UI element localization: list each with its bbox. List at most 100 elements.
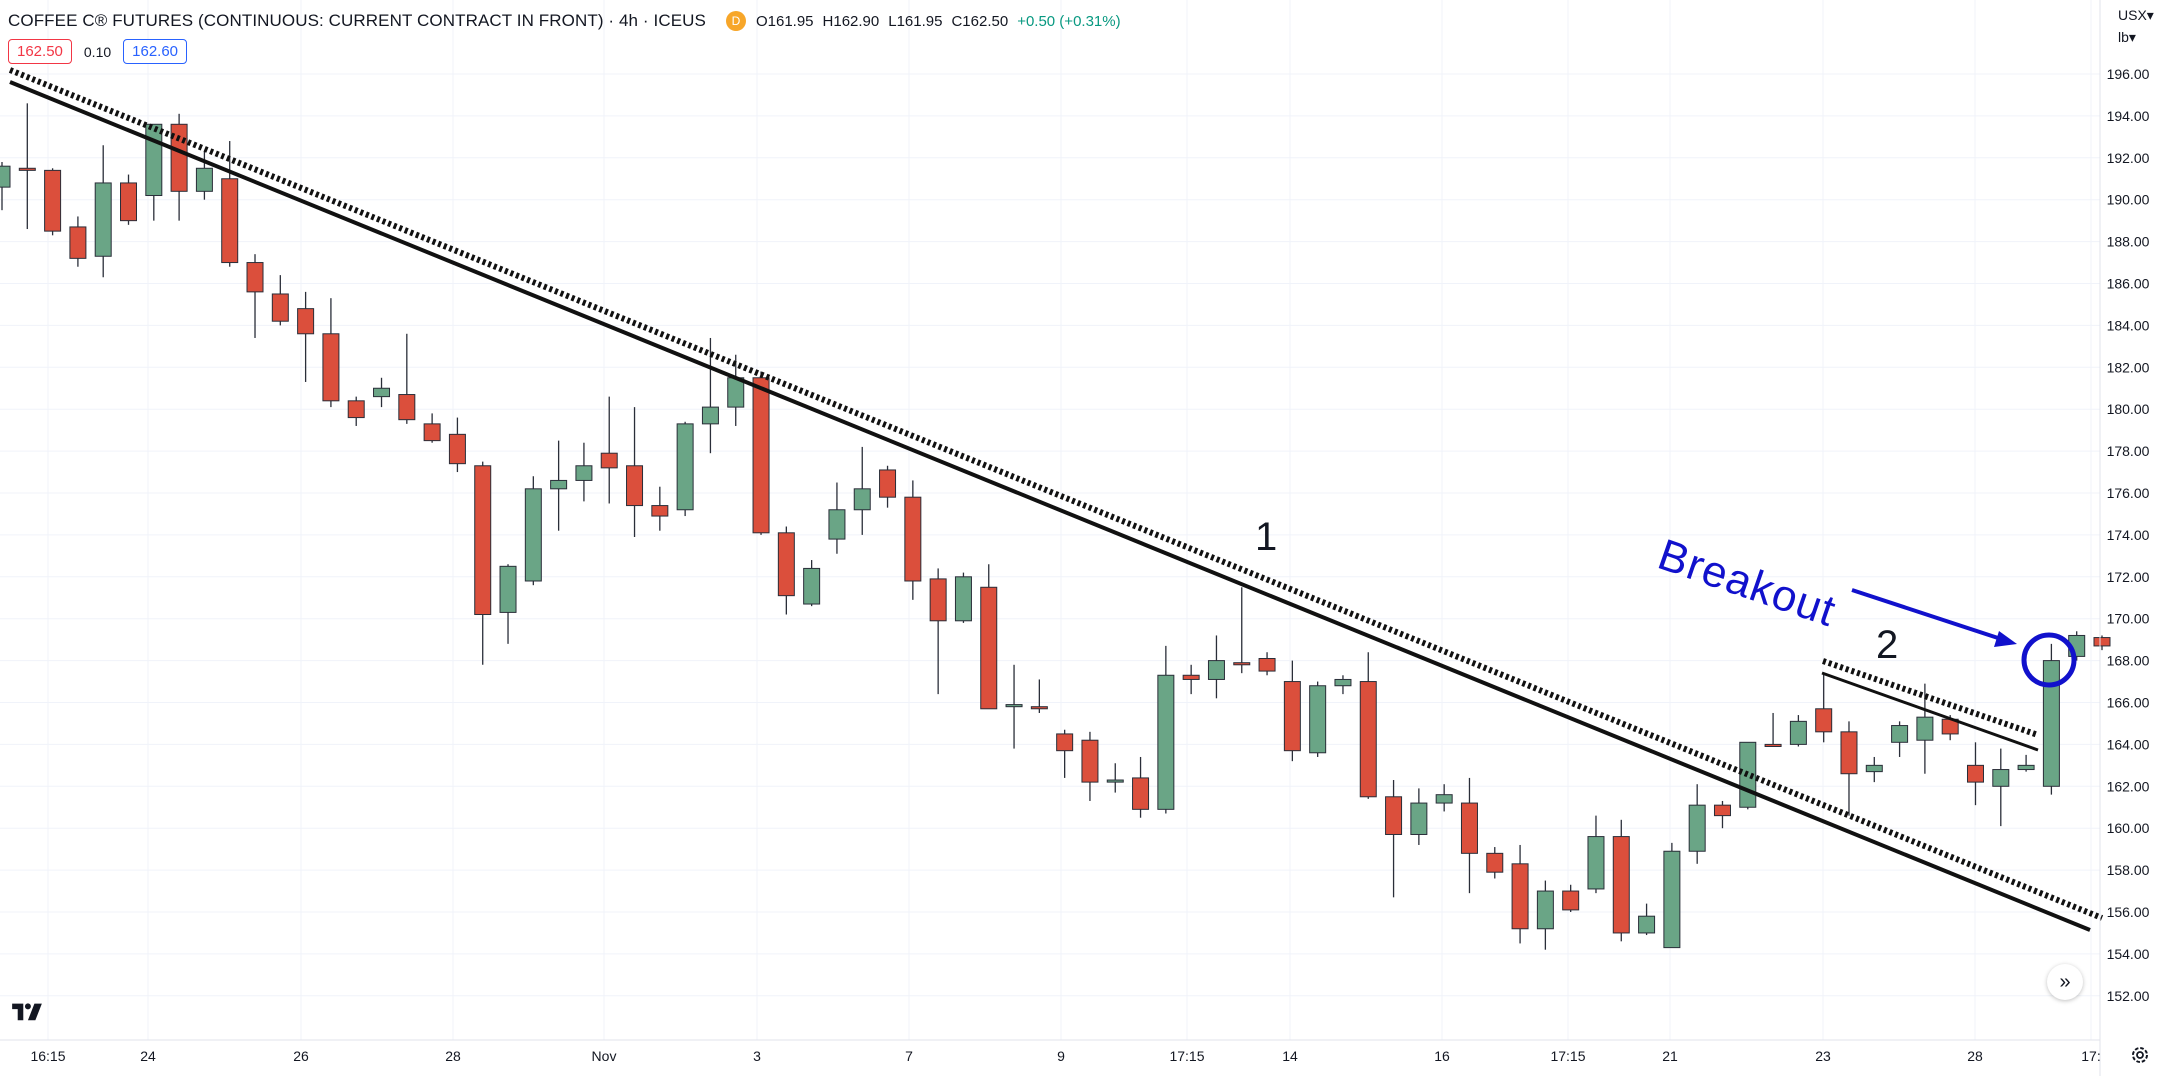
candle[interactable] bbox=[1132, 756, 1150, 818]
candle[interactable] bbox=[398, 333, 416, 424]
candle[interactable] bbox=[1992, 748, 2010, 827]
candle[interactable] bbox=[1612, 819, 1630, 942]
candle[interactable] bbox=[474, 461, 492, 665]
candle[interactable] bbox=[271, 275, 289, 326]
candle[interactable] bbox=[1789, 715, 1807, 747]
candle[interactable] bbox=[1941, 715, 1959, 741]
candle[interactable] bbox=[1435, 784, 1453, 812]
candle[interactable] bbox=[1359, 652, 1377, 799]
candle[interactable] bbox=[2093, 635, 2111, 651]
gear-icon[interactable] bbox=[2128, 1043, 2152, 1067]
candle-body bbox=[347, 400, 365, 419]
trendline-2-dotted[interactable] bbox=[1822, 658, 2039, 738]
candle[interactable] bbox=[120, 174, 138, 225]
candle[interactable] bbox=[1283, 660, 1301, 762]
candle[interactable] bbox=[701, 337, 719, 454]
candle[interactable] bbox=[626, 407, 644, 537]
candle[interactable] bbox=[499, 564, 517, 644]
candle[interactable] bbox=[1081, 731, 1099, 801]
candle[interactable] bbox=[980, 564, 998, 710]
candle[interactable] bbox=[1385, 780, 1403, 898]
candle[interactable] bbox=[1891, 721, 1909, 757]
candle[interactable] bbox=[347, 396, 365, 426]
candle[interactable] bbox=[1713, 800, 1731, 829]
candle[interactable] bbox=[1005, 664, 1023, 749]
candle-body bbox=[1207, 660, 1225, 680]
candle[interactable] bbox=[0, 161, 11, 211]
currency-select[interactable]: USX▾ bbox=[2118, 7, 2154, 23]
trendline-1-solid[interactable] bbox=[9, 80, 2091, 932]
candle[interactable] bbox=[1663, 842, 1681, 949]
candle-body bbox=[373, 387, 391, 398]
candle[interactable] bbox=[297, 291, 315, 382]
candle[interactable] bbox=[1182, 664, 1200, 695]
candle-body bbox=[1030, 706, 1048, 710]
candle[interactable] bbox=[777, 526, 795, 615]
candle[interactable] bbox=[44, 168, 62, 236]
trendline-2-solid[interactable] bbox=[1821, 671, 2039, 752]
candle[interactable] bbox=[1258, 652, 1276, 676]
buy-price-button[interactable]: 162.60 bbox=[123, 39, 188, 64]
candle[interactable] bbox=[195, 151, 213, 200]
candle[interactable] bbox=[1233, 587, 1251, 674]
candle[interactable] bbox=[1865, 756, 1883, 783]
candle[interactable] bbox=[373, 377, 391, 408]
candle[interactable] bbox=[69, 216, 87, 267]
candle[interactable] bbox=[1764, 712, 1782, 747]
candle-body bbox=[1511, 863, 1529, 930]
candle[interactable] bbox=[651, 486, 669, 531]
candle[interactable] bbox=[1562, 884, 1580, 912]
candle[interactable] bbox=[752, 371, 770, 535]
candle[interactable] bbox=[2042, 643, 2060, 795]
scroll-to-realtime-button[interactable]: » bbox=[2047, 964, 2083, 1000]
candle[interactable] bbox=[2017, 754, 2035, 772]
candle[interactable] bbox=[246, 254, 264, 338]
candle[interactable] bbox=[1638, 903, 1656, 936]
candle[interactable] bbox=[322, 298, 340, 408]
candle[interactable] bbox=[1309, 681, 1327, 757]
candle[interactable] bbox=[1840, 721, 1858, 816]
sell-price-button[interactable]: 162.50 bbox=[8, 39, 72, 64]
candle[interactable] bbox=[550, 440, 568, 531]
candle[interactable] bbox=[803, 560, 821, 607]
candle[interactable] bbox=[1688, 784, 1706, 864]
candle[interactable] bbox=[879, 465, 897, 508]
candle[interactable] bbox=[1056, 729, 1074, 778]
candle[interactable] bbox=[1030, 679, 1048, 713]
candle[interactable] bbox=[18, 103, 36, 230]
candle[interactable] bbox=[1486, 847, 1504, 879]
candle[interactable] bbox=[575, 442, 593, 502]
tradingview-logo-icon[interactable] bbox=[10, 998, 44, 1024]
candle[interactable] bbox=[1460, 777, 1478, 894]
candle[interactable] bbox=[448, 417, 466, 473]
candle[interactable] bbox=[1587, 815, 1605, 894]
candle[interactable] bbox=[1410, 788, 1428, 845]
unit-select[interactable]: lb▾ bbox=[2118, 29, 2136, 45]
candle[interactable] bbox=[853, 446, 871, 535]
symbol-title[interactable]: COFFEE C® FUTURES (CONTINUOUS: CURRENT C… bbox=[8, 11, 706, 30]
candle[interactable] bbox=[1207, 635, 1225, 699]
candle[interactable] bbox=[1106, 763, 1124, 793]
candle[interactable] bbox=[929, 568, 947, 695]
candle[interactable] bbox=[1157, 645, 1175, 814]
candle[interactable] bbox=[94, 145, 112, 278]
candle[interactable] bbox=[221, 141, 239, 267]
candle[interactable] bbox=[1536, 880, 1554, 950]
candle[interactable] bbox=[1334, 675, 1352, 695]
candle[interactable] bbox=[170, 113, 188, 221]
candle[interactable] bbox=[904, 480, 922, 600]
candle[interactable] bbox=[1815, 673, 1833, 743]
trendline-1-dotted[interactable] bbox=[8, 67, 2104, 921]
candle[interactable] bbox=[524, 476, 542, 586]
delayed-data-badge[interactable]: D bbox=[725, 11, 746, 31]
candle[interactable] bbox=[727, 354, 745, 426]
candle[interactable] bbox=[676, 421, 694, 517]
candle-body bbox=[879, 469, 897, 498]
candle[interactable] bbox=[1966, 742, 1984, 806]
candle[interactable] bbox=[600, 396, 618, 504]
candle[interactable] bbox=[423, 413, 441, 443]
candle[interactable] bbox=[954, 572, 972, 623]
candle[interactable] bbox=[828, 482, 846, 554]
candle[interactable] bbox=[1511, 844, 1529, 944]
